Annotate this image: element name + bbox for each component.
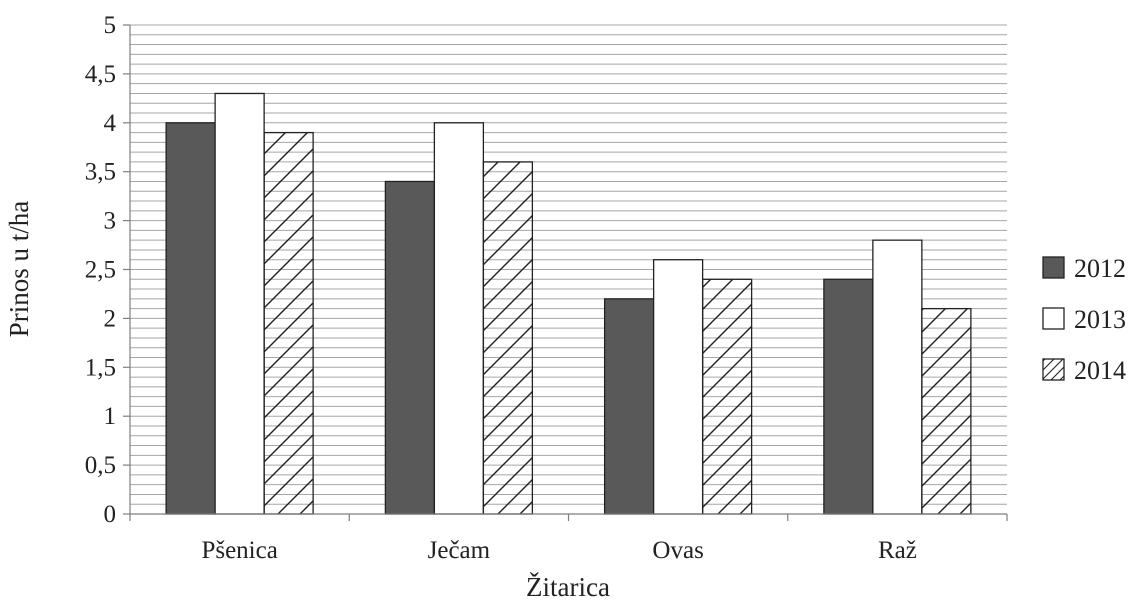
x-tick-label: Ovas <box>652 537 703 564</box>
bar-2014-Pšenica <box>263 131 314 515</box>
y-tick-label: 0,5 <box>85 452 116 479</box>
legend: 2012 2013 2014 <box>1042 254 1126 385</box>
bar-2014-Raž <box>921 307 972 515</box>
x-tick-label: Ječam <box>428 537 491 564</box>
y-tick-label: 2 <box>104 305 117 332</box>
bar-2012-Pšenica <box>165 122 216 515</box>
bar-2012-Raž <box>823 278 874 515</box>
bar-2012-Ječam <box>384 180 436 515</box>
bar-2012-Ovas <box>603 298 655 515</box>
legend-label-2014: 2014 <box>1074 356 1126 385</box>
y-tick-label: 0 <box>104 501 117 528</box>
y-tick-label: 4,5 <box>85 61 116 88</box>
x-axis-title: Žitarica <box>526 572 610 602</box>
axes <box>123 24 1008 521</box>
x-tick-label: Pšenica <box>201 537 277 564</box>
legend-swatch-2013 <box>1042 307 1065 330</box>
bar-2013-Pšenica <box>214 92 265 515</box>
bar-2013-Raž <box>872 239 923 515</box>
y-tick-label: 1,5 <box>85 354 116 381</box>
y-axis-title: Prinos u t/ha <box>4 201 34 338</box>
y-tick-label: 5 <box>104 12 117 39</box>
legend-label-2012: 2012 <box>1074 254 1126 283</box>
bar-2013-Ječam <box>433 122 485 515</box>
bar-2013-Ovas <box>652 259 704 515</box>
legend-label-2013: 2013 <box>1074 305 1126 334</box>
x-tick-label: Raž <box>878 537 917 564</box>
legend-swatch-2012 <box>1042 256 1065 279</box>
x-tick-labels: Pšenica Ječam Ovas Raž <box>201 537 916 564</box>
y-tick-label: 3,5 <box>85 159 116 186</box>
y-tick-labels: 0 0,5 1 1,5 2 2,5 3 3,5 4 4,5 5 <box>85 12 117 528</box>
y-tick-label: 1 <box>104 403 117 430</box>
bar-2014-Ovas <box>701 278 753 515</box>
y-tick-label: 4 <box>104 110 117 137</box>
bar-2014-Ječam <box>482 161 534 515</box>
legend-swatch-2014 <box>1042 358 1065 381</box>
y-tick-label: 2,5 <box>85 257 116 284</box>
bars <box>165 92 972 515</box>
y-tick-label: 3 <box>104 208 117 235</box>
